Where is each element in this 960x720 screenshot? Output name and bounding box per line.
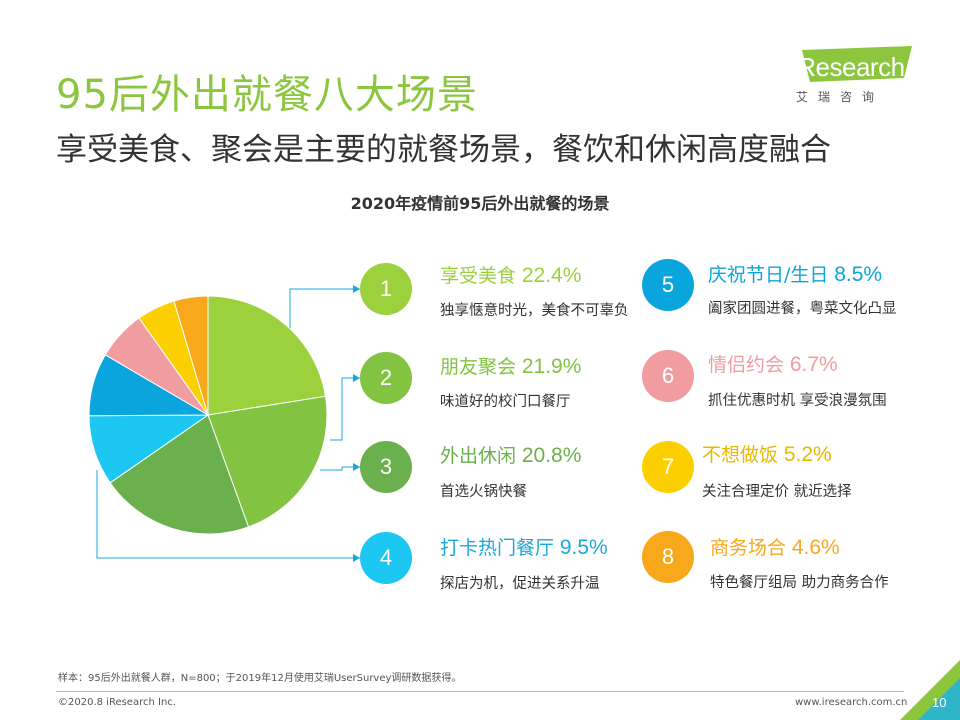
logo-word: iResearch [792, 52, 905, 83]
legend-number-4: 4 [360, 532, 412, 584]
legend-name-7: 不想做饭 [702, 444, 779, 466]
legend-number-3: 3 [360, 441, 412, 493]
legend-desc-8: 特色餐厅组局 助力商务合作 [710, 575, 889, 591]
page-title: 95后外出就餐八大场景 [56, 72, 478, 118]
legend-value-5: 8.5% [828, 263, 883, 286]
legend-name-2: 朋友聚会 [440, 356, 517, 378]
legend-label-1: 享受美食 22.4% [440, 261, 581, 288]
legend-label-3: 外出休闲 20.8% [440, 441, 581, 468]
chart-title: 2020年疫情前95后外出就餐的场景 [350, 194, 610, 213]
legend-name-1: 享受美食 [440, 265, 517, 287]
footnote: 样本：95后外出就餐人群，N=800；于2019年12月使用艾瑞UserSurv… [58, 673, 462, 684]
logo-leaf-icon [802, 46, 912, 82]
copyright: ©2020.8 iResearch Inc. [58, 697, 176, 708]
legend-name-5: 庆祝节日/生日 [708, 264, 829, 286]
pie-slices [88, 295, 328, 535]
legend-name-3: 外出休闲 [440, 445, 517, 467]
legend-desc-2: 味道好的校门口餐厅 [440, 394, 571, 410]
connector-arrow-4 [353, 554, 360, 562]
legend-desc-6: 抓住优惠时机 享受浪漫氛围 [708, 393, 887, 409]
legend-desc-5: 阖家团圆进餐，粤菜文化凸显 [708, 301, 897, 317]
footer-divider [56, 691, 904, 692]
legend-desc-3: 首选火锅快餐 [440, 484, 527, 500]
connector-arrow-3 [353, 463, 360, 471]
legend-label-4: 打卡热门餐厅 9.5% [440, 533, 608, 560]
corner-decoration [900, 660, 960, 720]
legend-value-4: 9.5% [554, 536, 608, 559]
legend-value-2: 21.9% [516, 355, 582, 378]
connector-arrow-2 [353, 374, 360, 382]
logo-cn: 艾瑞咨询 [796, 90, 885, 104]
legend-number-8: 8 [642, 531, 694, 583]
site-url: www.iresearch.com.cn [795, 697, 908, 708]
legend-name-6: 情侣约会 [708, 354, 785, 376]
page-number: 10 [932, 695, 947, 710]
connector-arrow-1 [353, 285, 360, 293]
legend-label-2: 朋友聚会 21.9% [440, 352, 581, 379]
legend-number-6: 6 [642, 350, 694, 402]
pie-slice-3 [109, 414, 250, 535]
legend-desc-7: 关注合理定价 就近选择 [702, 484, 852, 500]
legend-name-8: 商务场合 [710, 537, 787, 559]
legend-label-8: 商务场合 4.6% [710, 533, 840, 560]
connector-lines [96, 285, 360, 562]
pie-slice-1 [207, 295, 327, 416]
legend-label-6: 情侣约会 6.7% [708, 350, 838, 377]
legend-value-1: 22.4% [516, 264, 582, 287]
iresearch-logo: iResearch 艾瑞咨询 [792, 44, 916, 112]
pie-slice-8 [173, 295, 209, 416]
legend-desc-1: 独享惬意时光，美食不可辜负 [440, 303, 629, 319]
legend-value-7: 5.2% [778, 443, 832, 466]
legend-number-5: 5 [642, 259, 694, 311]
connector-line-3 [320, 466, 360, 471]
pie-slice-2 [207, 395, 328, 528]
legend-value-6: 6.7% [784, 353, 838, 376]
legend-name-4: 打卡热门餐厅 [440, 537, 555, 559]
legend-value-8: 4.6% [786, 536, 840, 559]
legend-value-3: 20.8% [516, 444, 582, 467]
legend-desc-4: 探店为机，促进关系升温 [440, 576, 600, 592]
legend-label-5: 庆祝节日/生日 8.5% [708, 260, 882, 287]
legend-number-1: 1 [360, 263, 412, 315]
logo-wordmark: iResearch [792, 52, 905, 82]
connector-line-4 [96, 470, 360, 559]
legend-number-2: 2 [360, 352, 412, 404]
connector-line-2 [330, 377, 360, 441]
page-subtitle: 享受美食、聚会是主要的就餐场景，餐饮和休闲高度融合 [56, 132, 831, 168]
legend-number-7: 7 [642, 441, 694, 493]
legend-label-7: 不想做饭 5.2% [702, 440, 832, 467]
